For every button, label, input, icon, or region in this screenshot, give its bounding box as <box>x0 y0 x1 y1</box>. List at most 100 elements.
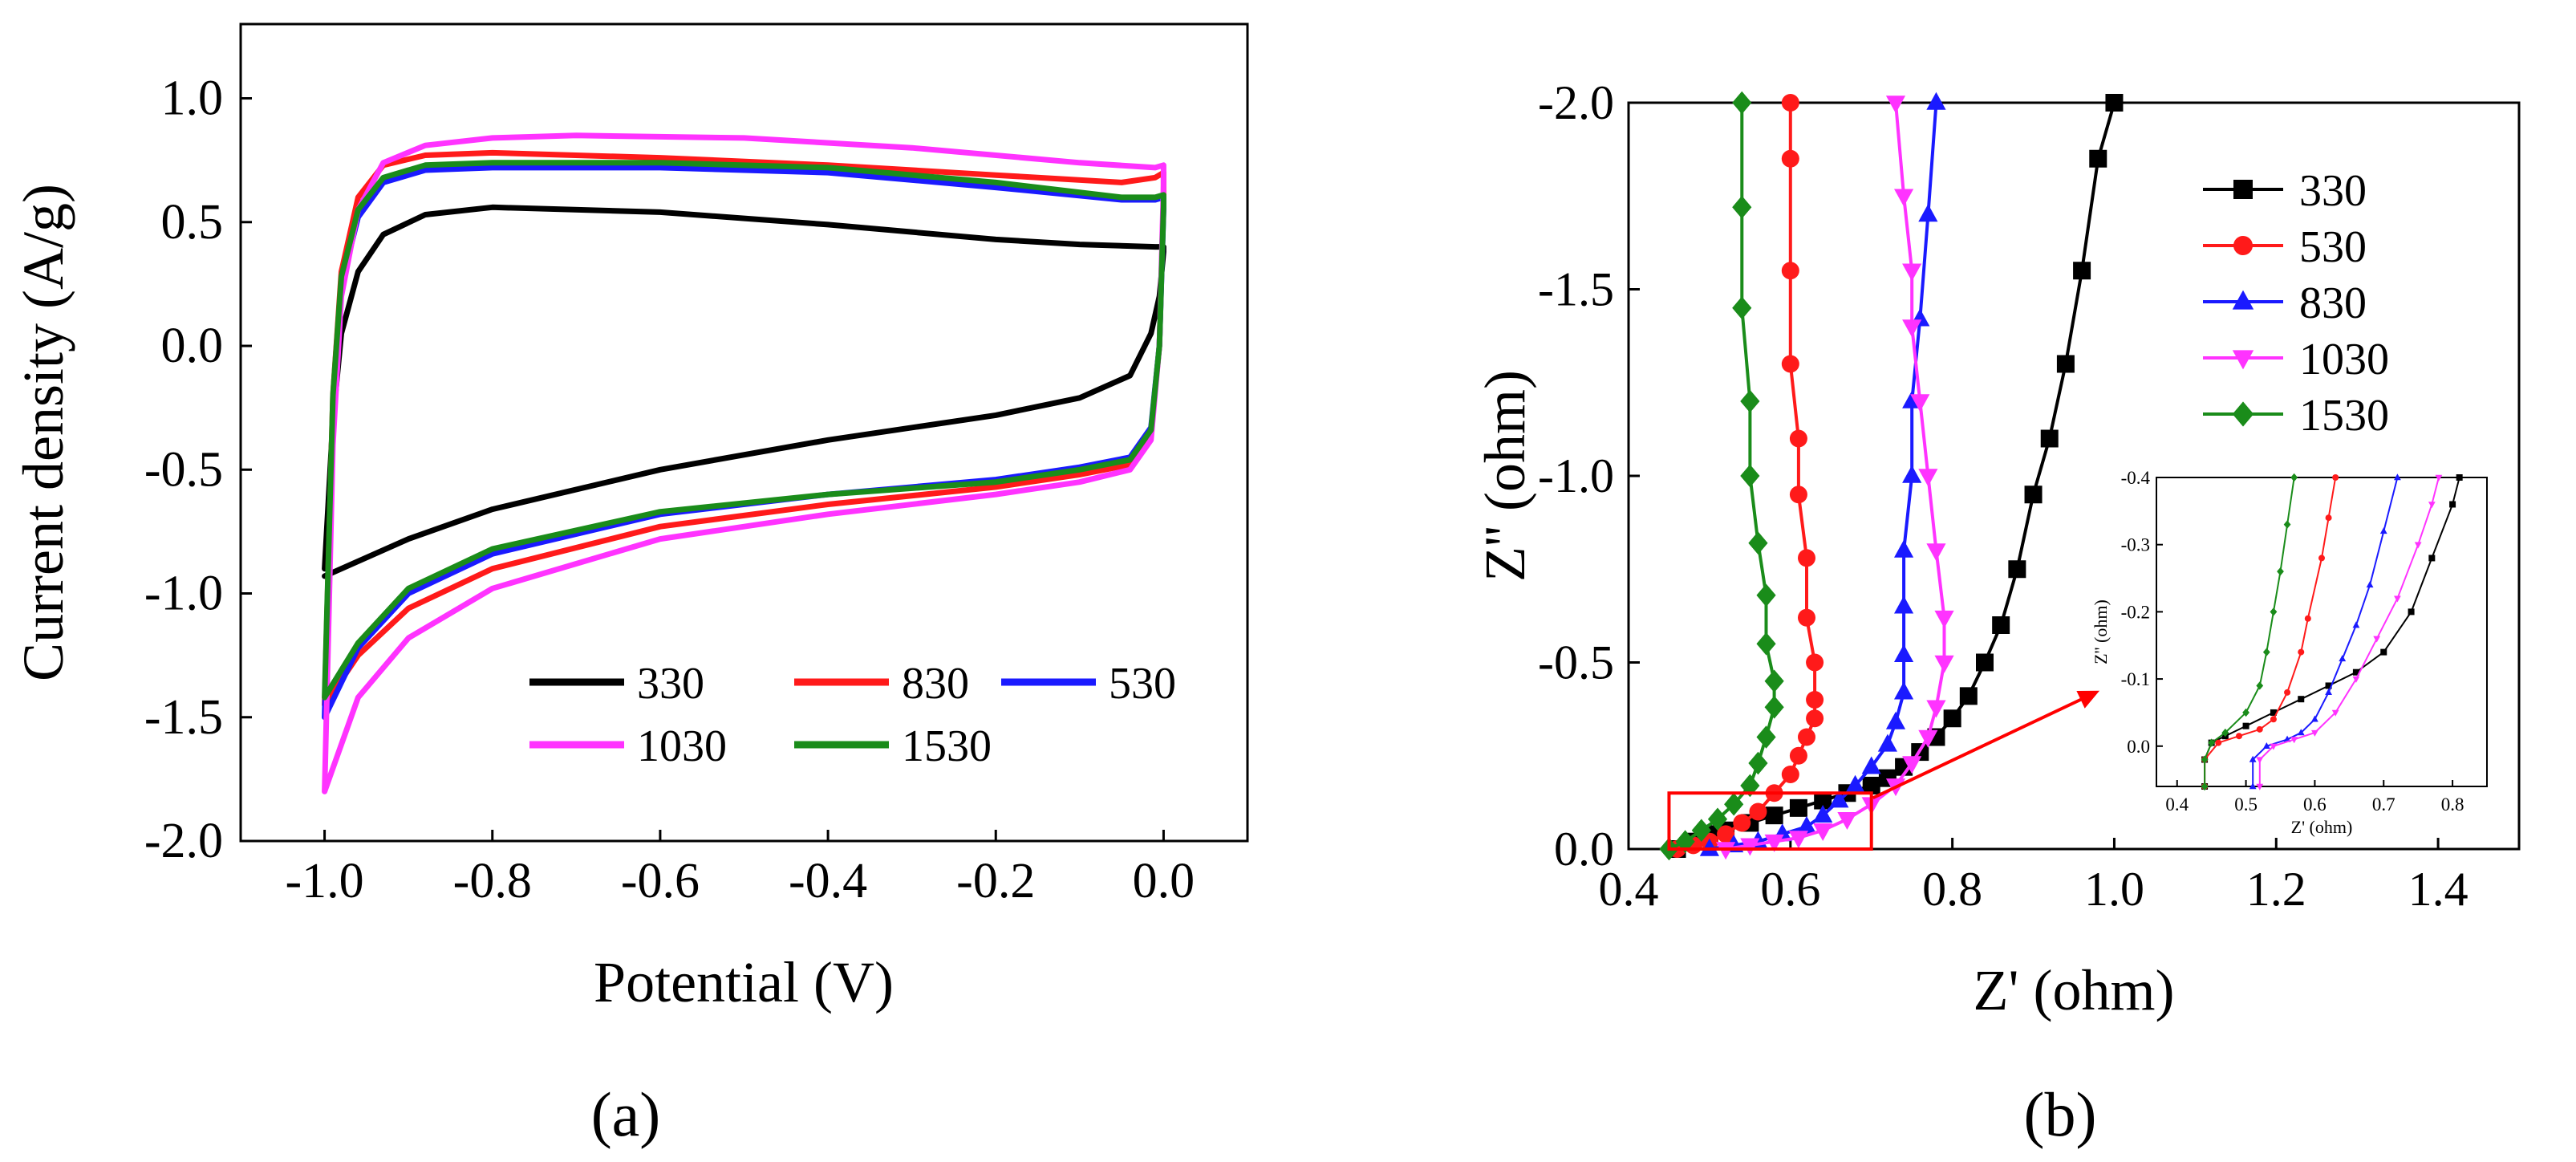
chart-b-series-1030-point <box>1893 189 1914 207</box>
chart-b-series-1530-point <box>1732 296 1752 320</box>
chart-a-x-tick-label: -0.6 <box>621 854 700 908</box>
chart-b-series-1530-point <box>1675 830 1695 853</box>
chart-b-series-1030-point <box>1902 319 1922 338</box>
chart-b-series-1530-point <box>1764 696 1784 719</box>
chart-b-series-330-point <box>1765 806 1783 825</box>
chart-b-series-1530-point <box>1707 807 1728 831</box>
chart-b-zoom-arrowhead <box>2076 690 2100 709</box>
chart-b-inset-series-1030-line <box>2258 477 2440 786</box>
chart-b-inset-x-tick-label: 0.4 <box>2165 794 2189 815</box>
chart-b-series-1030-point <box>1902 263 1922 282</box>
chart-b-series-830-point <box>1796 815 1817 834</box>
chart-b-y-tick-label: -2.0 <box>1538 76 1614 129</box>
chart-b-inset-x-tick-label: 0.5 <box>2234 794 2258 815</box>
chart-b-series-1530-point <box>1740 464 1760 488</box>
chart-b-legend-marker-1530 <box>2232 401 2254 427</box>
chart-b-series-830-point <box>1893 644 1914 662</box>
chart-b-series-330-point <box>2056 355 2075 373</box>
chart-a-series-830 <box>322 149 1166 708</box>
chart-b-series-830-point <box>1893 681 1914 700</box>
chart-b-inset-series-1030-point <box>2331 709 2339 717</box>
chart-b-inset-series-830-point <box>2249 782 2257 790</box>
chart-b-inset-series-1030-point <box>2256 757 2264 764</box>
chart-b-series-530-point <box>1789 486 1807 504</box>
chart-b-inset-y-tick-label: 0.0 <box>2127 737 2150 757</box>
chart-b-legend-label-830: 830 <box>2299 278 2367 328</box>
chart-b-inset-series-1530-point <box>2201 782 2209 791</box>
chart-b-series-530-point <box>1781 149 1799 168</box>
chart-b-series-830-point <box>1813 804 1833 823</box>
chart-b-series-530-point <box>1781 94 1799 112</box>
chart-b-inset-y-tick-label: -0.2 <box>2121 602 2150 622</box>
chart-b-series-1530-point <box>1748 531 1768 555</box>
chart-a-legend-label-530: 530 <box>1109 659 1176 709</box>
chart-b-series-330-point <box>1789 798 1807 817</box>
chart-b-inset-x-tick-label: 0.6 <box>2303 794 2327 815</box>
chart-b-series-1030-point <box>1813 823 1833 841</box>
chart-b-series-330-point <box>2040 429 2059 448</box>
chart-b-inset-series-1530-point <box>2290 473 2298 482</box>
chart-b-legend-marker-1030 <box>2232 350 2254 370</box>
chart-b-inset-series-530-line <box>2204 477 2337 786</box>
chart-b-inset-series-330-point <box>2242 722 2249 729</box>
chart-b-inset-y-tick-label: -0.4 <box>2121 468 2151 488</box>
chart-b-inset-series-1530-point <box>2262 648 2270 656</box>
chart-b-series-530-point <box>1781 262 1799 280</box>
chart-b-inset-series-1030-point <box>2414 542 2422 549</box>
chart-b-inset-series-1530-point <box>2283 520 2291 529</box>
chart-b-series-1030-point <box>1902 756 1922 774</box>
chart-b-series-530-point <box>1717 825 1735 843</box>
chart-b-series-530-point <box>1789 429 1807 448</box>
chart-b-inset-series-830-point <box>2394 473 2401 481</box>
chart-a-y-tick-label: -2.0 <box>144 814 223 868</box>
chart-b-series-530-point <box>1749 802 1767 821</box>
chart-b-inset-y-axis-label: Z'' (ohm) <box>2091 599 2111 664</box>
chart-b-inset-series-530-point <box>2270 716 2277 723</box>
chart-b-inset-series-530-point <box>2298 648 2305 656</box>
chart-b-series-530-point <box>1789 746 1807 765</box>
chart-a-y-tick-label: -1.0 <box>144 567 223 621</box>
chart-b-series-1530-point <box>1732 91 1752 115</box>
chart-b-series-1530-point <box>1740 774 1760 798</box>
chart-b-inset-y-tick-label: -0.1 <box>2121 669 2150 689</box>
chart-b-series-330-point <box>2089 149 2107 168</box>
chart-b-y-tick-label: -1.0 <box>1538 449 1614 502</box>
chart-b-inset-series-1030-point <box>2435 474 2443 481</box>
chart-b: -2.0 -1.5 -1.0 -0.5 0.0 0.4 0.6 0.8 1.0 1.2 1.4 3… <box>1473 76 2521 1149</box>
chart-b-series-1530-point <box>1732 195 1752 219</box>
chart-b-series-1530-point <box>1756 632 1776 656</box>
chart-b-inset-series-330-point <box>2449 501 2456 508</box>
chart-b-series-330-point <box>2024 486 2043 504</box>
panel-label-a: (a) <box>591 1079 661 1149</box>
chart-b-y-tick-label: -1.5 <box>1538 263 1614 316</box>
chart-b-series-1030-point <box>1926 700 1946 718</box>
chart-b-inset-series-830-point <box>2352 621 2360 628</box>
chart-b-inset-series-1530-point <box>2277 567 2284 576</box>
chart-b-inset-series-830-point <box>2366 581 2374 588</box>
chart-b-inset-series-1530-point <box>2256 681 2264 690</box>
chart-b-inset-series-330-point <box>2428 555 2436 562</box>
chart-b-series-830-point <box>1845 774 1865 793</box>
chart-b-inset-series-1530-point <box>2208 738 2216 747</box>
chart-b-inset-series-1030-point <box>2290 737 2298 744</box>
chart-b-series-830-point <box>1893 595 1914 614</box>
chart-b-series-830-point <box>1926 91 1946 110</box>
chart-b-inset-series-530-point <box>2318 555 2325 562</box>
chart-b-series-830-point <box>1829 790 1849 808</box>
chart-b-series-830-point <box>1902 465 1922 483</box>
chart-a: 1.0 0.5 0.0 -0.5 -1.0 -1.5 -2.0 -1.0 -0.8 -0.6 -0… <box>11 22 1249 1149</box>
chart-a-y-tick-label: 0.5 <box>161 195 224 250</box>
chart-a-legend-label-830: 830 <box>902 659 969 709</box>
chart-b-inset-x-tick-label: 0.8 <box>2441 794 2464 815</box>
chart-b-inset-series-330-point <box>2325 682 2332 689</box>
chart-b-legend-label-1530: 1530 <box>2299 391 2389 441</box>
chart-b-inset-y-tick-label: -0.3 <box>2121 535 2150 555</box>
chart-b-inset-series-1030-point <box>2256 783 2264 790</box>
chart-b-series-1030-point <box>1926 543 1946 562</box>
chart-b-legend-marker-830 <box>2232 290 2254 310</box>
chart-b-inset-x-tick-label: 0.7 <box>2372 794 2395 815</box>
chart-a-x-tick-label: 0.0 <box>1133 854 1195 908</box>
chart-b-series-830-point <box>1893 539 1914 558</box>
chart-b-series-830-point <box>1877 733 1898 752</box>
